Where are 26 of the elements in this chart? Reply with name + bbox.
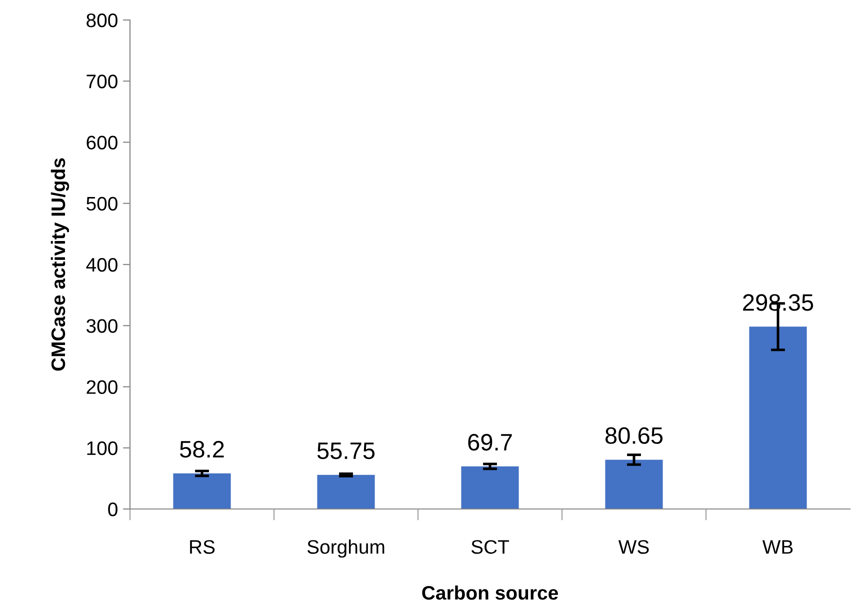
x-tick-label: SCT — [471, 540, 509, 554]
y-tick-label: 600 — [86, 136, 118, 150]
bar — [317, 474, 375, 509]
data-label: 58.2 — [180, 440, 224, 458]
x-axis-title: Carbon source — [422, 585, 558, 600]
y-tick-label: 400 — [86, 258, 118, 272]
x-tick-label: WS — [618, 540, 649, 554]
y-tick-label: 800 — [86, 13, 118, 28]
y-tick-label: 100 — [87, 441, 118, 456]
bar — [749, 326, 807, 509]
y-tick-label: 500 — [86, 196, 118, 211]
bar — [173, 473, 231, 509]
x-tick-label: WB — [762, 540, 793, 554]
x-tick-label: RS — [190, 540, 215, 554]
bar — [461, 466, 519, 509]
data-label: 80.65 — [605, 427, 663, 444]
bar — [605, 460, 663, 509]
y-axis-title: CMCase activity IU/gds — [50, 158, 70, 371]
data-label: 298.35 — [743, 294, 814, 311]
x-tick-label: Sorghum — [307, 540, 384, 558]
y-tick-label: 300 — [86, 319, 118, 333]
y-tick-label: 0 — [108, 502, 118, 516]
data-label: 69.7 — [468, 434, 512, 451]
y-tick-label: 700 — [86, 74, 118, 88]
y-tick-label: 200 — [86, 380, 118, 394]
data-label: 55.75 — [317, 442, 375, 460]
